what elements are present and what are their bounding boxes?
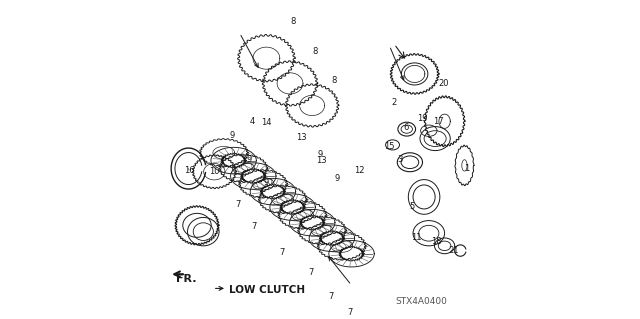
Text: 8: 8 — [332, 76, 337, 85]
Text: 3: 3 — [397, 155, 403, 164]
Text: 15: 15 — [384, 142, 395, 151]
Text: 8: 8 — [291, 18, 296, 26]
Text: 6: 6 — [403, 123, 409, 132]
Text: 12: 12 — [354, 166, 365, 174]
Text: 10: 10 — [209, 167, 220, 176]
Text: 18: 18 — [431, 237, 442, 246]
Text: 4: 4 — [250, 117, 255, 126]
Text: 8: 8 — [312, 47, 318, 56]
Text: 11: 11 — [411, 234, 422, 242]
Text: 7: 7 — [236, 200, 241, 209]
Text: 17: 17 — [433, 117, 444, 126]
Text: FR.: FR. — [177, 274, 197, 284]
Text: 13: 13 — [296, 132, 307, 142]
Text: 9: 9 — [264, 178, 269, 187]
Text: 7: 7 — [251, 222, 257, 231]
Text: STX4A0400: STX4A0400 — [396, 297, 447, 306]
Text: 14: 14 — [261, 118, 271, 127]
Text: 9: 9 — [335, 174, 340, 182]
Text: 2: 2 — [392, 98, 397, 107]
Text: 21: 21 — [449, 246, 460, 255]
Text: 7: 7 — [280, 248, 285, 257]
Text: 9: 9 — [317, 150, 323, 159]
Text: 9: 9 — [246, 155, 252, 164]
Text: 13: 13 — [316, 156, 327, 165]
Text: 7: 7 — [348, 308, 353, 316]
Text: 20: 20 — [438, 79, 449, 88]
Text: 5: 5 — [410, 202, 415, 211]
Text: 9: 9 — [229, 131, 234, 140]
Text: 7: 7 — [328, 292, 333, 301]
Text: 19: 19 — [417, 114, 428, 122]
Text: LOW CLUTCH: LOW CLUTCH — [228, 285, 305, 295]
Text: 7: 7 — [308, 268, 313, 277]
Text: 16: 16 — [184, 166, 195, 174]
Text: 1: 1 — [464, 164, 469, 173]
